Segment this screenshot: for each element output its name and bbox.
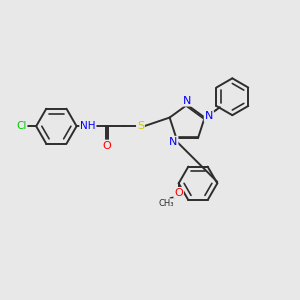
Text: O: O (102, 140, 111, 151)
Text: O: O (174, 188, 183, 198)
Text: NH: NH (80, 121, 96, 131)
Text: N: N (205, 111, 213, 121)
Text: Cl: Cl (16, 121, 26, 131)
Text: N: N (169, 137, 178, 147)
Text: S: S (137, 121, 144, 131)
Text: CH₃: CH₃ (158, 199, 174, 208)
Text: N: N (183, 96, 191, 106)
